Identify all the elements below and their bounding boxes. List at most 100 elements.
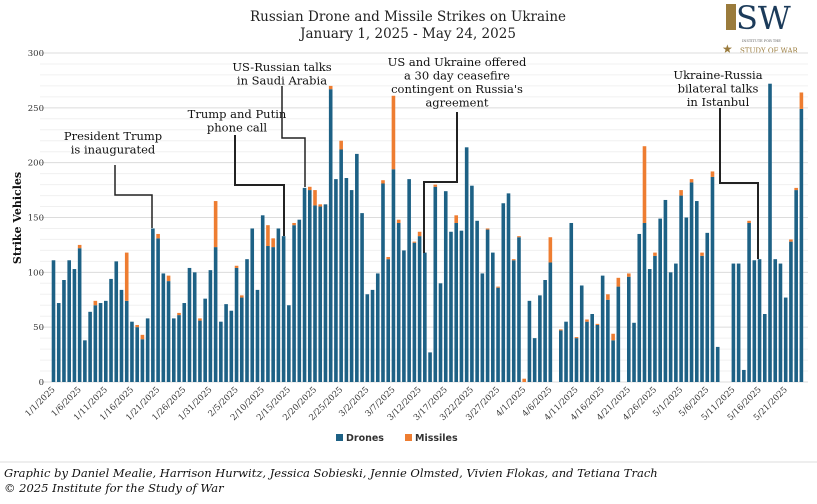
bar-missiles [794, 187, 798, 191]
bar-drones [538, 295, 542, 382]
bar-drones [287, 305, 291, 382]
bar-missiles [412, 241, 417, 243]
bar-drones [98, 303, 103, 382]
bar-missiles [496, 286, 500, 288]
bar-drones [778, 263, 783, 382]
legend: Drones Missiles [336, 433, 458, 444]
bar-drones [260, 215, 265, 382]
bar-drones [334, 179, 338, 382]
bar-drones [213, 247, 218, 382]
y-tick-label: 250 [28, 104, 44, 114]
bar-drones [124, 300, 129, 382]
bar-drones [104, 300, 108, 382]
bar-drones [543, 280, 547, 382]
annotation-text: in Istanbul [687, 95, 750, 109]
bar-missiles [689, 179, 694, 183]
bar-missiles [417, 231, 422, 237]
logo-subtext-top: INSTITUTE FOR THE [742, 39, 781, 43]
bar-drones [328, 89, 333, 382]
bar-missiles [559, 329, 563, 331]
annotation-text: US-Russian talks [232, 60, 331, 74]
bar-missiles [93, 300, 98, 306]
bar-drones [166, 281, 171, 382]
bar-missiles [454, 215, 459, 223]
bar-drones [527, 300, 532, 382]
bar-drones [344, 178, 349, 382]
bar-drones [135, 327, 139, 382]
bar-drones [653, 255, 657, 382]
bar-missiles [642, 146, 647, 223]
y-tick-label: 300 [28, 49, 44, 59]
annotation-text: bilateral talks [678, 82, 759, 96]
bar-drones [281, 236, 286, 382]
bar-missiles [396, 219, 401, 223]
bar-drones [292, 225, 296, 382]
bar-drones [595, 324, 600, 382]
bar-missiles [140, 334, 145, 340]
annotation-connector [719, 108, 759, 259]
bar-drones [72, 269, 77, 382]
isw-logo: SW ★ INSTITUTE FOR THE STUDY OF WAR [722, 0, 799, 56]
annotation-connector [234, 135, 285, 236]
footer-copyright: © 2025 Institute for the Study of War [4, 481, 225, 495]
bar-drones [219, 321, 223, 382]
logo-i-bar [726, 4, 736, 30]
bar-drones [647, 269, 652, 382]
bar-drones [773, 259, 778, 382]
bar-drones [789, 241, 793, 382]
bar-drones [423, 252, 427, 382]
bar-missiles [77, 244, 82, 249]
bar-drones [198, 320, 202, 382]
bar-drones [736, 263, 741, 382]
bar-drones [616, 286, 621, 382]
bar-drones [297, 219, 302, 382]
annotation-text: US and Ukraine offered [388, 55, 527, 69]
bar-drones [464, 147, 469, 382]
bar-drones [506, 193, 511, 382]
bar-missiles [517, 236, 521, 238]
annotation-text: in Saudi Arabia [237, 74, 327, 88]
bar-drones [250, 228, 255, 382]
bar-missiles [156, 233, 160, 239]
bar-drones [794, 190, 798, 382]
bar-drones [83, 340, 87, 382]
bar-missiles [213, 201, 218, 248]
bar-drones [318, 206, 323, 382]
legend-swatch-drones [336, 434, 343, 441]
bar-drones [705, 232, 710, 382]
bar-missiles [433, 184, 438, 187]
bar-drones [590, 314, 594, 382]
bar-drones [245, 259, 249, 382]
bar-missiles [381, 180, 385, 184]
bar-drones [51, 260, 56, 382]
annotation-text: phone call [207, 121, 268, 135]
bar-drones [485, 229, 490, 382]
bar-drones [517, 237, 521, 382]
bar-drones [349, 190, 354, 382]
legend-label-missiles: Missiles [415, 433, 458, 444]
bar-drones [689, 182, 694, 382]
bar-drones [119, 289, 124, 382]
bar-drones [151, 228, 155, 382]
bar-drones [449, 231, 453, 382]
bar-drones [428, 352, 432, 382]
bar-drones [67, 260, 71, 382]
bar-missiles [700, 252, 704, 256]
bar-drones [130, 321, 134, 382]
bar-drones [208, 270, 213, 382]
bar-drones [564, 321, 568, 382]
y-tick-label: 50 [33, 323, 44, 333]
logo-text: SW [736, 0, 791, 37]
annotation-text: Ukraine-Russia [673, 68, 762, 82]
bar-drones [266, 246, 270, 382]
bar-missiles [177, 312, 181, 316]
y-tick-label: 0 [39, 378, 44, 388]
bar-missiles [606, 294, 610, 300]
annotation-text: a 30 day ceasefire [404, 69, 510, 83]
bar-drones [161, 273, 166, 382]
footer-credit: Graphic by Daniel Mealie, Harrison Hurwi… [4, 466, 658, 480]
y-tick-label: 100 [28, 268, 44, 278]
annotation-text: contingent on Russia's [391, 82, 523, 96]
bar-drones [62, 280, 66, 382]
